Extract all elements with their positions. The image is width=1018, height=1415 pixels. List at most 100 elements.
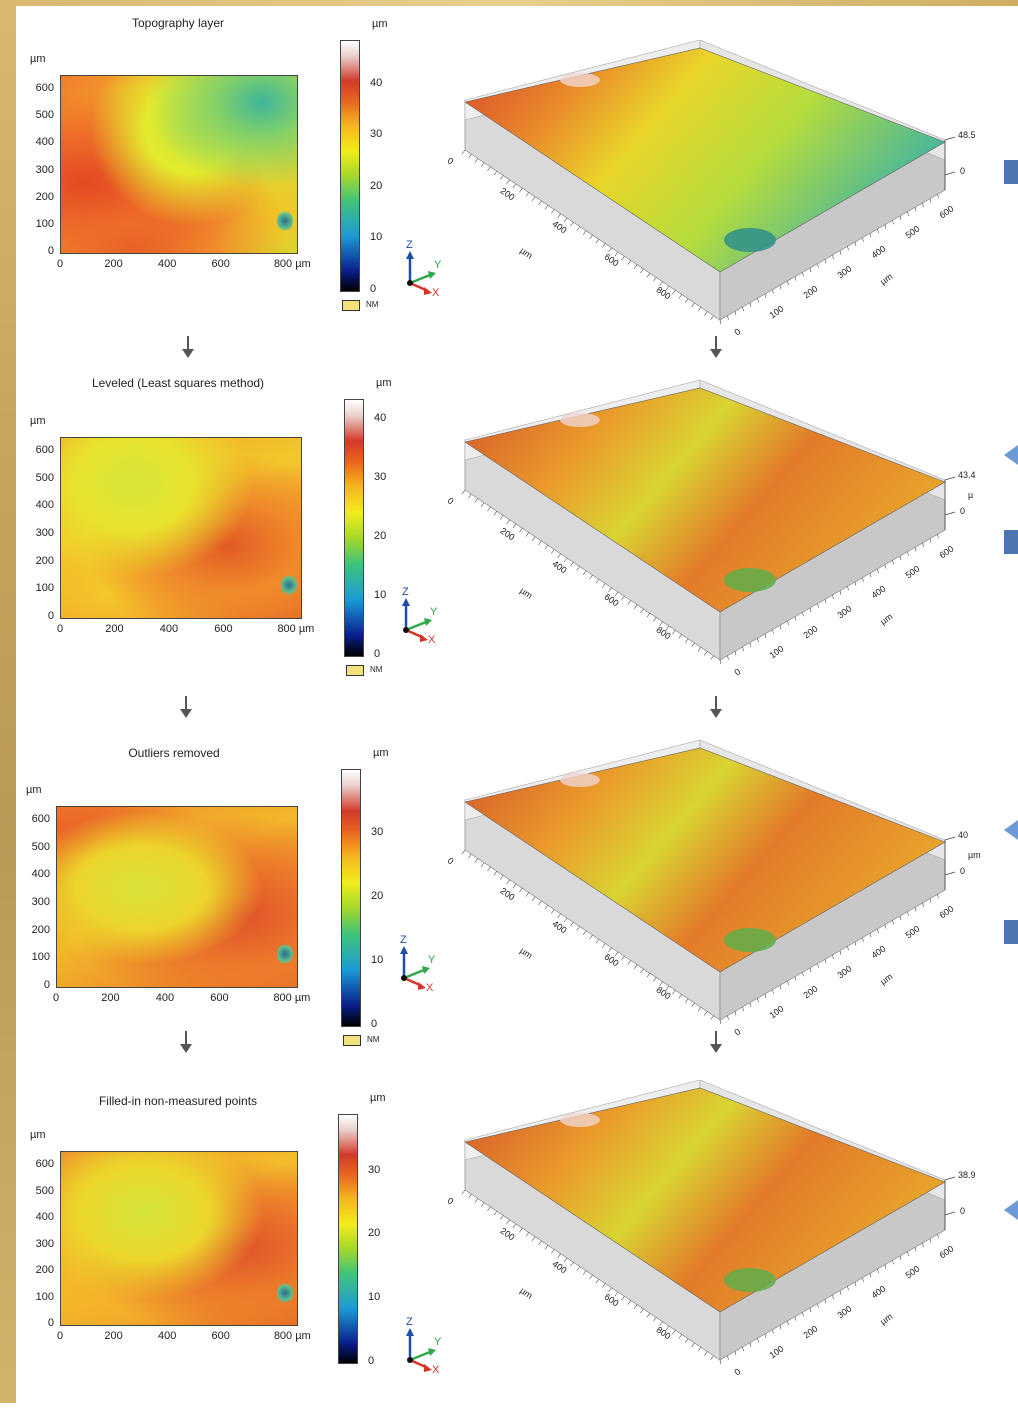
y-tick-label: 600 — [35, 444, 54, 456]
xyz-axes-icon: Z Y X — [396, 934, 446, 1000]
colorbar-tick: 10 — [368, 1291, 381, 1304]
z-min-label: 0 — [960, 506, 966, 516]
background-strip-left — [0, 0, 16, 1403]
y-tick-label: 200 — [35, 1264, 54, 1276]
y-tick-label: 500 — [35, 109, 54, 122]
x-axis-letter: X — [428, 634, 436, 646]
colorbar-tick: 30 — [370, 128, 383, 141]
z-max-label: 48.5 — [958, 130, 976, 140]
x-axis-letter: X — [432, 287, 440, 299]
colorbar-tick: 20 — [371, 890, 384, 902]
height-colorbar — [344, 399, 364, 657]
colorbar-tick: 0 — [370, 283, 377, 295]
y-tick-label: 400 — [35, 1211, 54, 1223]
xyz-axes-icon: Z Y X — [402, 1316, 452, 1382]
y-tick-label: 600 — [35, 1158, 54, 1170]
x-tick-label: 200 — [104, 258, 123, 270]
colorbar-unit: µm — [372, 18, 388, 30]
colorbar-tick: 10 — [374, 589, 387, 601]
y-tick-label: 100 — [35, 217, 54, 230]
x-tick-label: 600 — [210, 992, 229, 1004]
y-unit-label: µm — [26, 784, 42, 796]
x-tick-label: 800 µm — [273, 992, 311, 1004]
surface-defect — [277, 210, 293, 232]
down-arrow-icon — [706, 335, 726, 359]
z-min-label: 0 — [960, 166, 966, 176]
step-title: Leveled (Least squares method) — [91, 376, 265, 390]
colorbar-tick: 20 — [370, 179, 383, 192]
y-tick-label: 400 — [35, 499, 54, 512]
x-tick-label: 200 — [104, 1330, 123, 1342]
y-unit-label: µm — [30, 1129, 46, 1141]
colorbar-tick: 30 — [368, 1163, 381, 1176]
side-bar-marker — [1004, 920, 1018, 944]
surface-defect — [277, 1282, 293, 1304]
z-axis-letter: Z — [402, 586, 409, 598]
x-tick-label: 600 — [211, 1330, 230, 1342]
y-tick-label: 400 — [31, 868, 50, 881]
surface-3d-view: 0 200 400 600 800 µm 0 100 200 300 400 500 600 µm 38.9… — [440, 1079, 980, 1410]
y-axis-letter: Y — [434, 1336, 442, 1348]
z-max-label: 43.4 — [958, 470, 976, 480]
colorbar-tick: 10 — [371, 954, 384, 966]
x-tick-label: 400 — [157, 1330, 177, 1342]
colorbar-tick: 20 — [368, 1227, 381, 1240]
colorbar-unit: µm — [373, 747, 389, 759]
y-tick-label: 600 — [35, 82, 54, 94]
side-triangle-marker — [1004, 820, 1018, 840]
topography-heatmap — [56, 806, 298, 988]
x-tick-label: 800 µm — [273, 1330, 311, 1342]
xyz-axes-icon: Z Y X — [402, 239, 452, 305]
x-axis-letter: X — [426, 982, 434, 994]
colorbar-tick: 0 — [368, 1355, 375, 1367]
y-tick-label: 0 — [47, 1317, 54, 1329]
step-title: Filled-in non-measured points — [98, 1094, 258, 1108]
x-tick-label: 400 — [159, 623, 179, 635]
y-unit-label: µm — [30, 415, 46, 427]
z-max-label: 40 — [958, 830, 969, 840]
x-axis-letter: X — [432, 1364, 440, 1376]
colorbar-tick: 30 — [374, 471, 387, 484]
non-measured-label: NM — [366, 300, 379, 309]
y-tick-label: 500 — [35, 471, 54, 484]
down-arrow-icon — [178, 335, 198, 359]
y-tick-label: 100 — [31, 951, 50, 964]
surface-3d-view: 0 200 400 600 800 µm 0 100 200 300 400 500 600 µm 43.4… — [440, 379, 980, 710]
non-measured-label: NM — [370, 665, 383, 674]
colorbar-unit: µm — [370, 1092, 386, 1104]
z-unit-label: µm — [968, 850, 981, 860]
down-arrow-icon — [706, 695, 726, 719]
y-unit-label: µm — [30, 53, 46, 65]
side-bar-marker — [1004, 530, 1018, 554]
height-colorbar — [341, 769, 361, 1027]
x-tick-label: 600 — [211, 258, 230, 270]
colorbar-tick: 0 — [374, 648, 381, 660]
z-min-label: 0 — [960, 1206, 966, 1216]
x-tick-label: 400 — [155, 992, 175, 1004]
down-arrow-icon — [176, 1030, 196, 1054]
y-tick-label: 400 — [35, 136, 54, 149]
topography-heatmap — [60, 75, 298, 254]
z-axis-letter: Z — [400, 934, 407, 946]
side-bar-marker — [1004, 160, 1018, 184]
topography-heatmap — [60, 1151, 298, 1326]
colorbar-unit: µm — [376, 377, 392, 389]
height-colorbar — [338, 1114, 358, 1364]
y-tick-label: 0 — [43, 979, 50, 991]
colorbar-tick: 40 — [374, 412, 387, 425]
y-tick-label: 500 — [35, 1184, 54, 1197]
background-strip-top — [0, 0, 1018, 6]
surface-3d-view: 0 200 400 600 800 µm 0 100 200 300 400 500 600 µm 48.5… — [440, 39, 980, 370]
y-axis-letter: Y — [428, 954, 436, 966]
step-title: Outliers removed — [128, 746, 220, 760]
z-unit-label: µ — [968, 490, 974, 500]
xyz-axes-icon: Z Y X — [398, 586, 448, 652]
y-tick-label: 600 — [31, 813, 50, 825]
y-axis-letter: Y — [434, 259, 442, 271]
surface-3d-view: 0 200 400 600 800 µm 0 100 200 300 400 500 600 µm 40 0 µ… — [440, 739, 981, 1070]
y-tick-label: 200 — [31, 923, 50, 936]
topography-heatmap — [60, 437, 302, 619]
z-axis-letter: Z — [406, 1316, 413, 1328]
non-measured-swatch — [343, 1035, 361, 1046]
non-measured-swatch — [346, 665, 364, 676]
